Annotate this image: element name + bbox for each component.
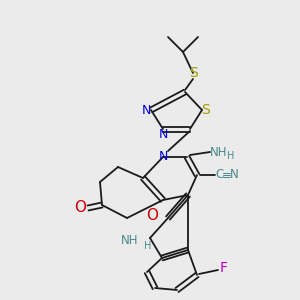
Text: N: N — [141, 103, 151, 116]
Text: NH: NH — [210, 146, 227, 158]
Text: H: H — [144, 241, 152, 251]
Text: O: O — [74, 200, 86, 215]
Text: S: S — [202, 103, 210, 117]
Text: N: N — [230, 169, 239, 182]
Text: H: H — [227, 151, 234, 161]
Text: O: O — [146, 208, 158, 224]
Text: N: N — [158, 128, 168, 140]
Text: C: C — [215, 169, 223, 182]
Text: NH: NH — [121, 235, 138, 248]
Text: S: S — [189, 66, 197, 80]
Text: F: F — [220, 261, 228, 275]
Text: ≡: ≡ — [222, 169, 232, 182]
Text: N: N — [158, 151, 168, 164]
